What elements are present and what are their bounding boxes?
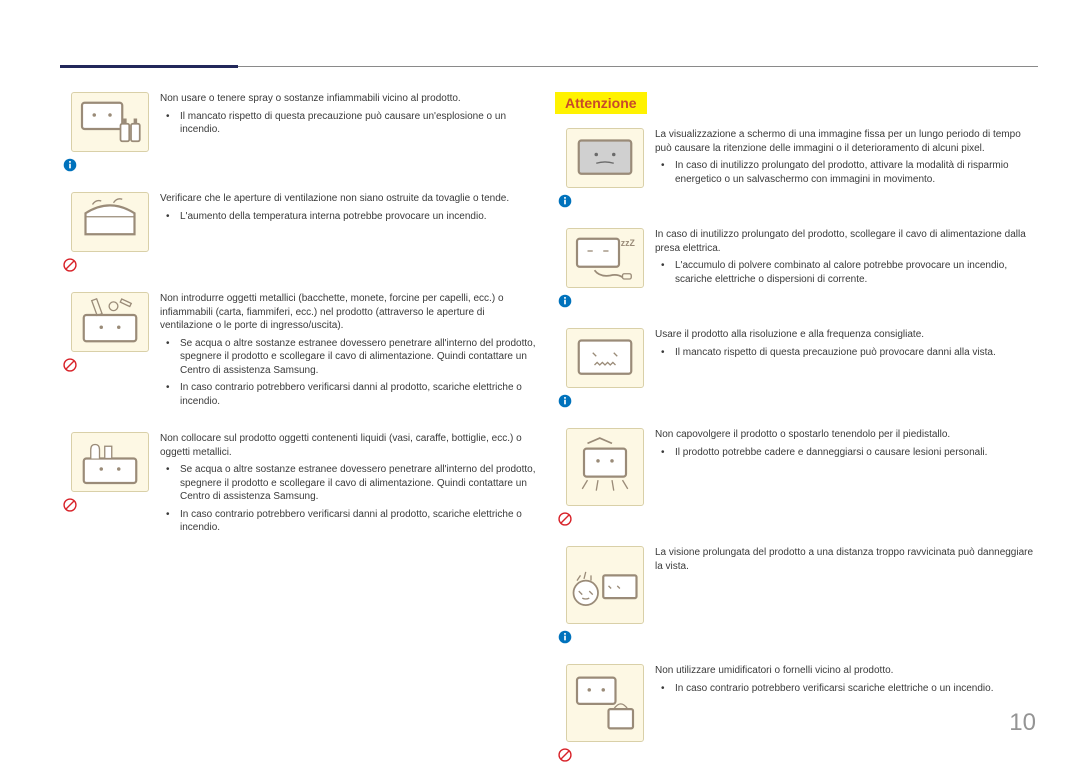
item-main-text: Non utilizzare umidificatori o fornelli … [655, 664, 1035, 678]
bullet: In caso contrario potrebbero verificarsi… [166, 508, 540, 535]
bullet: Il mancato rispetto di questa precauzion… [166, 110, 540, 137]
safety-item: In caso di inutilizzo prolungato del pro… [555, 228, 1035, 308]
item-main-text: In caso di inutilizzo prolungato del pro… [655, 228, 1035, 255]
item-bullets: In caso contrario potrebbero verificarsi… [655, 682, 1035, 696]
item-main-text: La visualizzazione a schermo di una imma… [655, 128, 1035, 155]
bullet: Il mancato rispetto di questa precauzion… [661, 346, 1035, 360]
item-text: Non introdurre oggetti metallici (bacche… [160, 292, 540, 412]
bullet: L'accumulo di polvere combinato al calor… [661, 259, 1035, 286]
info-icon [558, 294, 572, 308]
item-bullets: Se acqua o altre sostanze estranee doves… [160, 337, 540, 409]
prohibit-icon [558, 748, 572, 762]
item-bullets: Il prodotto potrebbe cadere e danneggiar… [655, 446, 1035, 460]
bullet: In caso contrario potrebbero verificarsi… [166, 381, 540, 408]
item-main-text: Usare il prodotto alla risoluzione e all… [655, 328, 1035, 342]
item-bullets: Il mancato rispetto di questa precauzion… [160, 110, 540, 137]
prohibit-icon [558, 512, 572, 526]
item-text: Non utilizzare umidificatori o fornelli … [655, 664, 1035, 699]
page-number: 10 [1009, 709, 1036, 737]
item-text: Usare il prodotto alla risoluzione e all… [655, 328, 1035, 363]
prohibit-icon [63, 258, 77, 272]
pictogram-icon [566, 664, 644, 742]
bullet: L'aumento della temperatura interna potr… [166, 210, 540, 224]
safety-item: Non usare o tenere spray o sostanze infi… [60, 92, 540, 172]
safety-item: Non utilizzare umidificatori o fornelli … [555, 664, 1035, 762]
bullet: Il prodotto potrebbe cadere e danneggiar… [661, 446, 1035, 460]
bullet: Se acqua o altre sostanze estranee doves… [166, 337, 540, 378]
attention-heading: Attenzione [555, 92, 647, 114]
pictogram-icon [71, 92, 149, 152]
item-main-text: Verificare che le aperture di ventilazio… [160, 192, 540, 206]
item-text: La visualizzazione a schermo di una imma… [655, 128, 1035, 190]
info-icon [558, 394, 572, 408]
safety-item: Non capovolgere il prodotto o spostarlo … [555, 428, 1035, 526]
safety-item: Non introdurre oggetti metallici (bacche… [60, 292, 540, 412]
item-text: In caso di inutilizzo prolungato del pro… [655, 228, 1035, 290]
info-icon [63, 158, 77, 172]
prohibit-icon [63, 498, 77, 512]
info-icon [558, 194, 572, 208]
item-main-text: La visione prolungata del prodotto a una… [655, 546, 1035, 573]
left-column: Non usare o tenere spray o sostanze infi… [60, 92, 540, 559]
prohibit-icon [63, 358, 77, 372]
bullet: In caso di inutilizzo prolungato del pro… [661, 159, 1035, 186]
item-text: Non usare o tenere spray o sostanze infi… [160, 92, 540, 141]
item-bullets: In caso di inutilizzo prolungato del pro… [655, 159, 1035, 186]
pictogram-icon [566, 428, 644, 506]
item-text: La visione prolungata del prodotto a una… [655, 546, 1035, 577]
item-bullets: Il mancato rispetto di questa precauzion… [655, 346, 1035, 360]
bullet: Se acqua o altre sostanze estranee doves… [166, 463, 540, 504]
pictogram-icon [71, 292, 149, 352]
pictogram-icon [566, 128, 644, 188]
pictogram-icon [566, 546, 644, 624]
pictogram-icon [566, 228, 644, 288]
item-text: Non capovolgere il prodotto o spostarlo … [655, 428, 1035, 463]
item-bullets: L'aumento della temperatura interna potr… [160, 210, 540, 224]
safety-item: Verificare che le aperture di ventilazio… [60, 192, 540, 272]
bullet: In caso contrario potrebbero verificarsi… [661, 682, 1035, 696]
right-column: Attenzione La visualizzazione a schermo … [555, 92, 1035, 782]
item-text: Non collocare sul prodotto oggetti conte… [160, 432, 540, 539]
header-rule [60, 65, 1038, 68]
item-main-text: Non capovolgere il prodotto o spostarlo … [655, 428, 1035, 442]
item-main-text: Non introdurre oggetti metallici (bacche… [160, 292, 540, 333]
safety-item: La visualizzazione a schermo di una imma… [555, 128, 1035, 208]
item-bullets: Se acqua o altre sostanze estranee doves… [160, 463, 540, 535]
pictogram-icon [71, 192, 149, 252]
item-main-text: Non usare o tenere spray o sostanze infi… [160, 92, 540, 106]
item-main-text: Non collocare sul prodotto oggetti conte… [160, 432, 540, 459]
safety-item: La visione prolungata del prodotto a una… [555, 546, 1035, 644]
item-bullets: L'accumulo di polvere combinato al calor… [655, 259, 1035, 286]
pictogram-icon [566, 328, 644, 388]
safety-item: Usare il prodotto alla risoluzione e all… [555, 328, 1035, 408]
info-icon [558, 630, 572, 644]
safety-item: Non collocare sul prodotto oggetti conte… [60, 432, 540, 539]
item-text: Verificare che le aperture di ventilazio… [160, 192, 540, 227]
pictogram-icon [71, 432, 149, 492]
